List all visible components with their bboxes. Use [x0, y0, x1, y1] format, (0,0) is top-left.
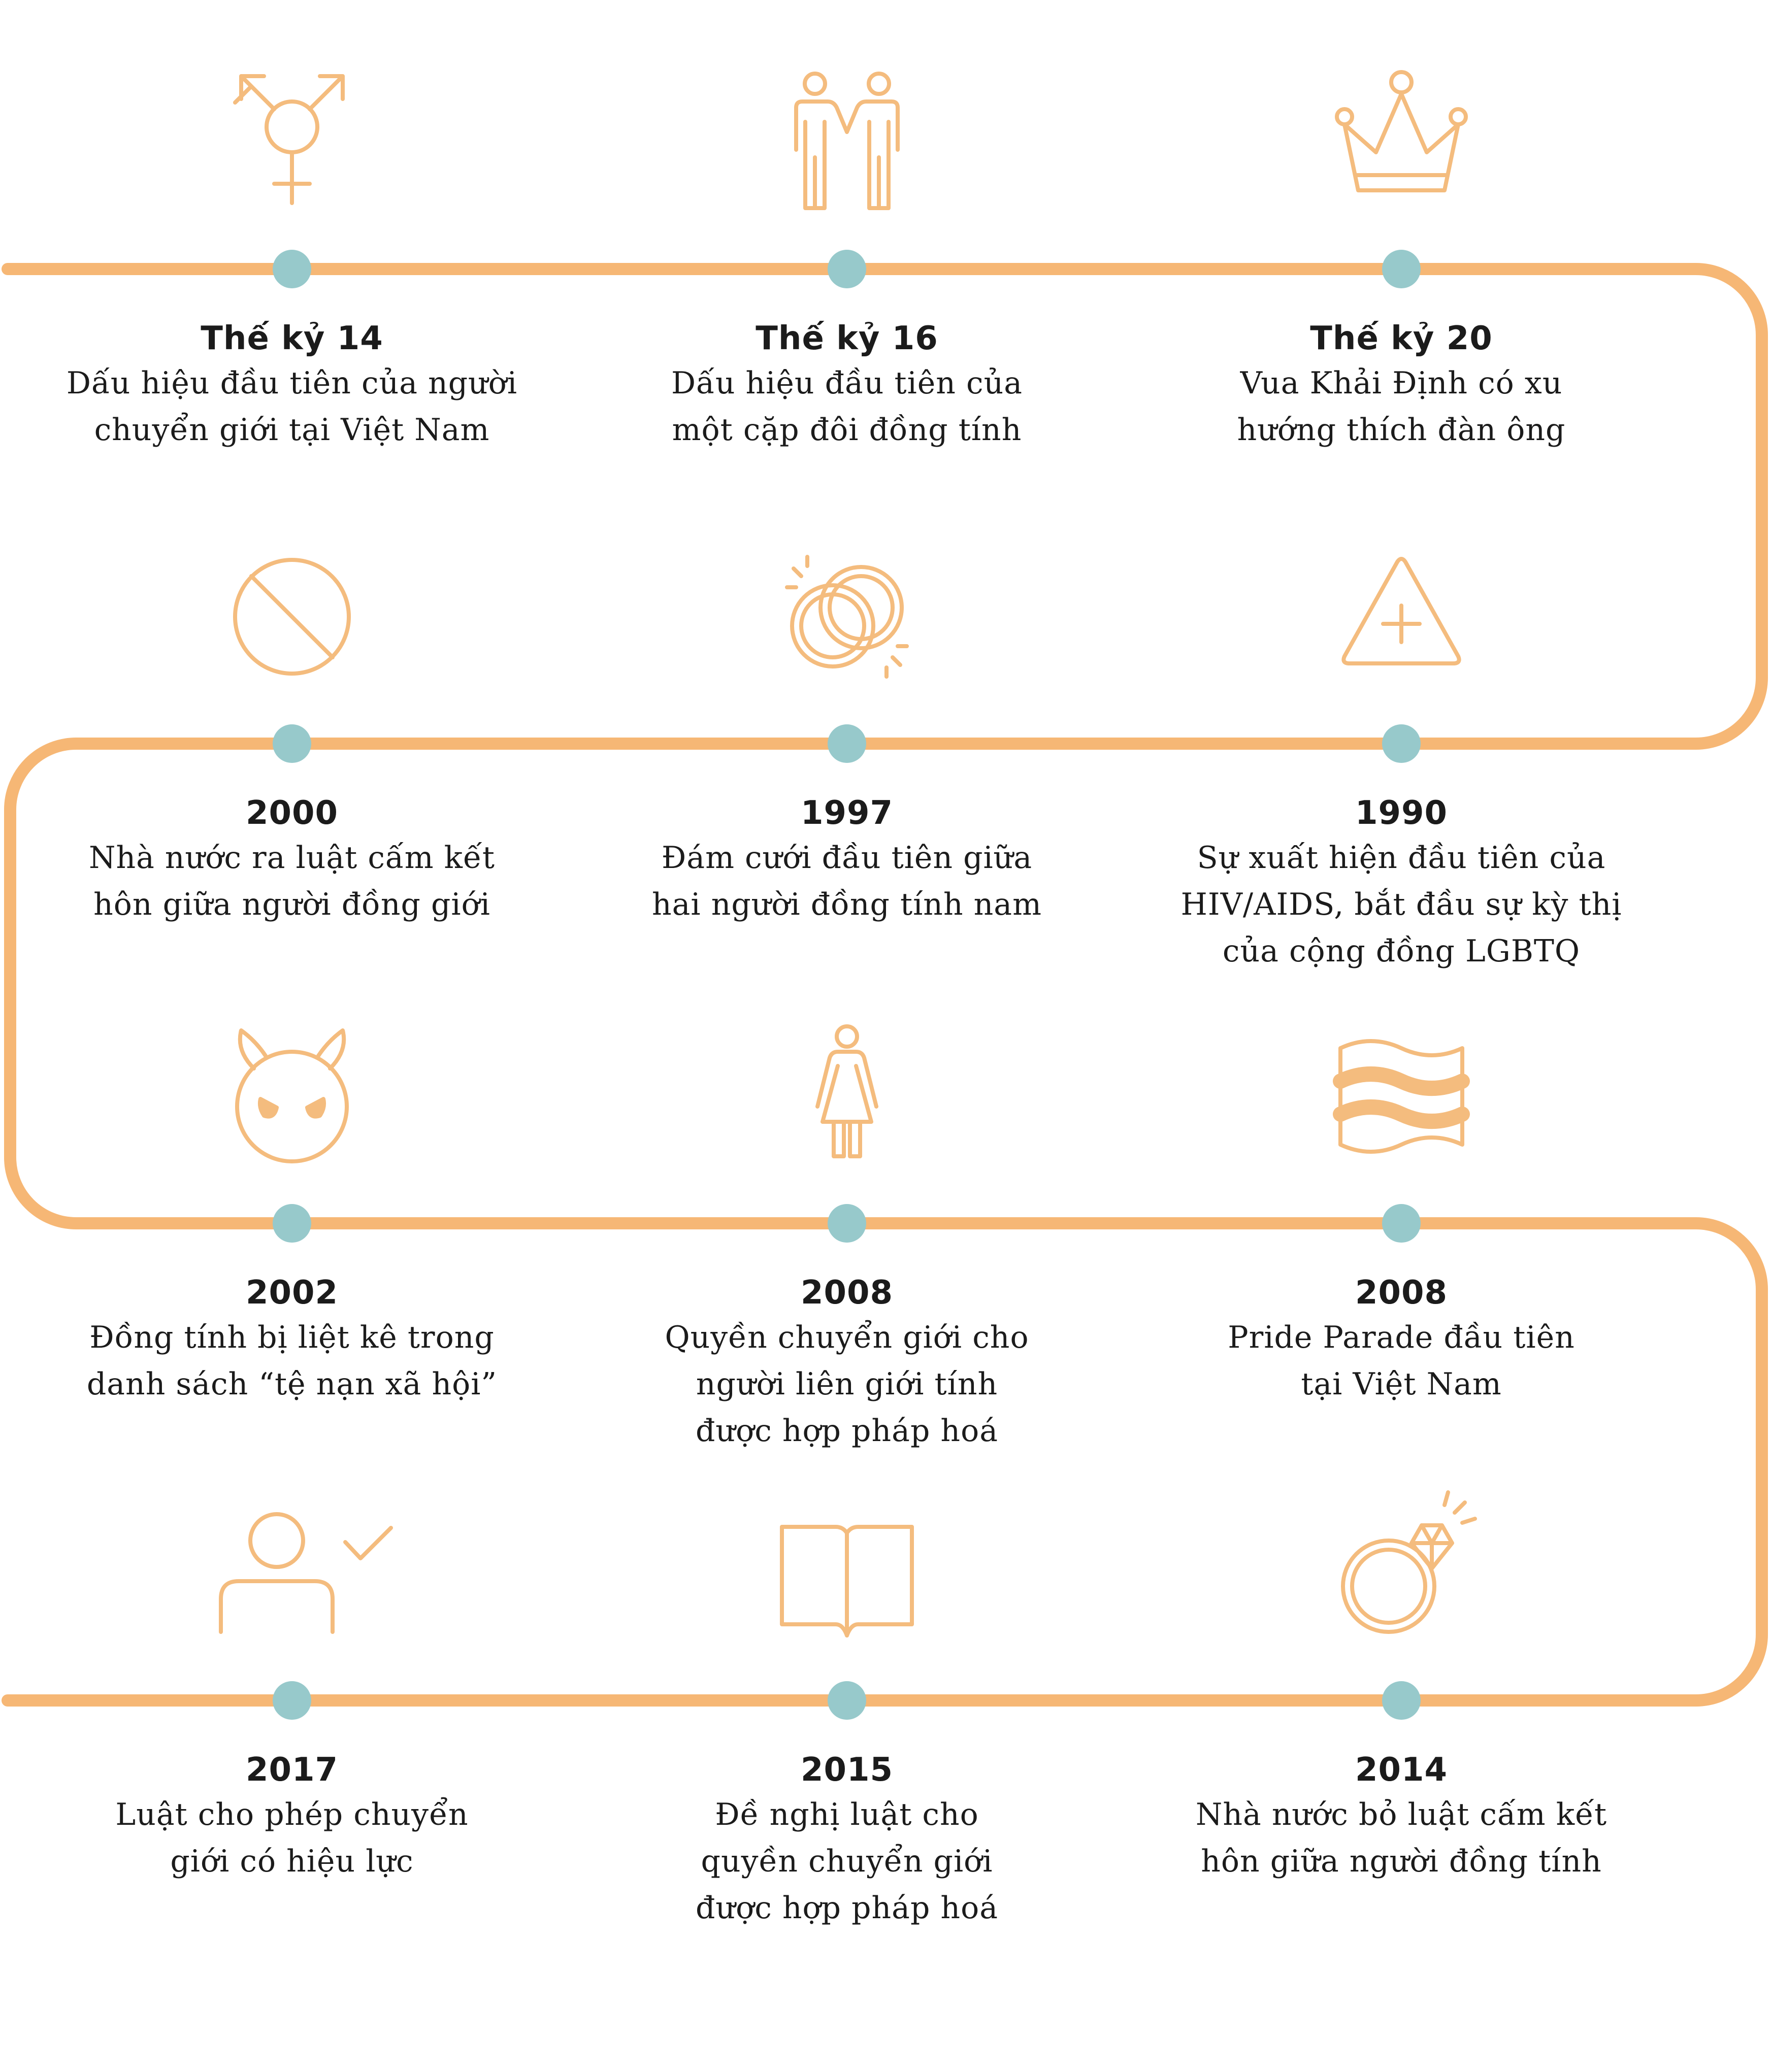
event-date: 1990	[1355, 794, 1448, 832]
timeline-event: 2015 Đề nghị luật cho quyền chuyển giới đ…	[593, 1749, 1101, 1931]
interlocked-rings-icon	[785, 555, 909, 679]
timeline-event: 2017 Luật cho phép chuyển giới có hiệu lự…	[38, 1749, 546, 1885]
timeline-node	[828, 1681, 866, 1720]
event-description: Dấu hiệu đầu tiên của một cặp đôi đồng t…	[671, 365, 1023, 448]
user-check-icon	[219, 1512, 393, 1634]
open-book-icon	[780, 1525, 914, 1637]
event-description: Nhà nước bỏ luật cấm kết hôn giữa người …	[1195, 1797, 1607, 1879]
timeline-event: 2014 Nhà nước bỏ luật cấm kết hôn giữa ng…	[1147, 1749, 1655, 1885]
prohibited-icon	[233, 558, 351, 676]
timeline-node	[828, 1204, 866, 1243]
event-date: 2017	[245, 1751, 339, 1789]
timeline-node	[1382, 1204, 1421, 1243]
timeline-node	[1382, 1681, 1421, 1720]
timeline-event: Thế kỷ 16 Dấu hiệu đầu tiên của một cặp đ…	[593, 317, 1101, 453]
devil-face-icon	[235, 1028, 349, 1163]
wavy-flag-icon	[1333, 1039, 1470, 1154]
timeline-node	[1382, 724, 1421, 763]
event-date: 2000	[245, 794, 339, 832]
timeline-event: 1997 Đám cưới đầu tiên giữa hai người đồn…	[593, 792, 1101, 928]
event-date: 2015	[800, 1751, 894, 1789]
couple-holding-hands-icon	[794, 72, 900, 210]
timeline-node	[273, 724, 311, 763]
event-description: Quyền chuyển giới cho người liên giới tí…	[665, 1320, 1029, 1449]
woman-figure-icon	[815, 1024, 878, 1158]
event-description: Đám cưới đầu tiên giữa hai người đồng tí…	[652, 840, 1042, 922]
transgender-symbol-icon	[233, 74, 345, 205]
event-description: Đề nghị luật cho quyền chuyển giới được …	[696, 1797, 998, 1926]
icons-layer	[219, 70, 1477, 1637]
timeline-event: Thế kỷ 14 Dấu hiệu đầu tiên của người chu…	[38, 317, 546, 453]
event-date: 1997	[800, 794, 894, 832]
event-date: Thế kỷ 16	[756, 320, 938, 357]
event-description: Nhà nước ra luật cấm kết hôn giữa người …	[88, 840, 496, 922]
event-date: 2002	[245, 1274, 339, 1312]
timeline-track	[2, 263, 1768, 1707]
timeline-event: 1990 Sự xuất hiện đầu tiên của HIV/AIDS, …	[1147, 792, 1655, 975]
timeline-event: 2000 Nhà nước ra luật cấm kết hôn giữa ng…	[38, 792, 546, 928]
timeline-node	[273, 1681, 311, 1720]
timeline-node	[273, 250, 311, 288]
event-description: Vua Khải Định có xu hướng thích đàn ông	[1237, 365, 1566, 448]
timeline-node	[828, 724, 866, 763]
timeline-node	[273, 1204, 311, 1243]
diamond-ring-icon	[1341, 1490, 1477, 1634]
event-description: Pride Parade đầu tiên tại Việt Nam	[1228, 1320, 1575, 1402]
event-description: Đồng tính bị liệt kê trong danh sách “tệ…	[86, 1320, 498, 1402]
timeline-node	[828, 250, 866, 288]
event-date: 2008	[1355, 1274, 1448, 1312]
event-date: Thế kỷ 20	[1310, 320, 1493, 357]
timeline-node	[1382, 250, 1421, 288]
crown-icon	[1335, 70, 1468, 192]
warning-triangle-plus-icon	[1341, 557, 1461, 665]
event-description: Sự xuất hiện đầu tiên của HIV/AIDS, bắt …	[1180, 840, 1622, 969]
event-date: Thế kỷ 14	[201, 320, 383, 357]
event-description: Luật cho phép chuyển giới có hiệu lực	[115, 1797, 469, 1879]
event-description: Dấu hiệu đầu tiên của người chuyển giới …	[66, 365, 518, 448]
timeline-event: 2002 Đồng tính bị liệt kê trong danh sách…	[38, 1272, 546, 1408]
nodes-layer	[273, 250, 1421, 1720]
event-date: 2014	[1355, 1751, 1448, 1789]
timeline-event: Thế kỷ 20 Vua Khải Định có xu hướng thích…	[1147, 317, 1655, 453]
timeline-event: 2008 Pride Parade đầu tiên tại Việt Nam	[1147, 1272, 1655, 1408]
event-date: 2008	[800, 1274, 894, 1312]
timeline-event: 2008 Quyền chuyển giới cho người liên giớ…	[593, 1272, 1101, 1454]
